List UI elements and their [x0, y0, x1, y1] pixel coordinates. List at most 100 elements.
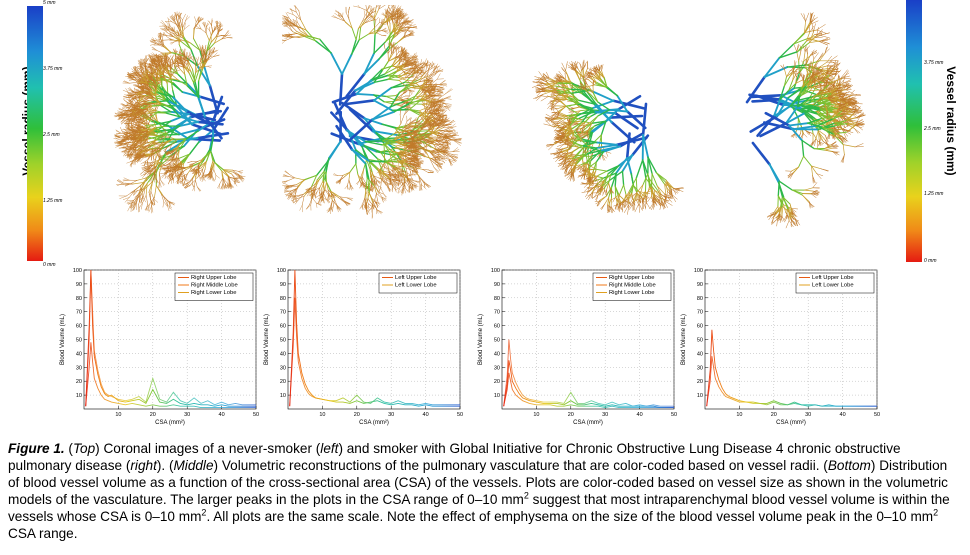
legend-label: Left Lower Lobe — [395, 283, 437, 289]
colorbar-tick: 0 mm — [43, 262, 56, 268]
series-line — [85, 269, 256, 407]
y-tick-label: 40 — [280, 351, 286, 357]
x-tick-label: 10 — [319, 412, 325, 418]
plot-never-smoker-left: 10 20 30 40 50 60 70 80 90 100 10 20 30 40 50 CSA (mm²)… — [264, 268, 463, 426]
colorbar-tick: 1.25 mm — [924, 191, 944, 197]
y-tick-label: 90 — [280, 282, 286, 288]
series-line — [503, 339, 674, 407]
y-tick-label: 60 — [280, 324, 286, 330]
y-tick-label: 80 — [697, 296, 703, 302]
x-tick-label: 10 — [533, 412, 539, 418]
y-tick-label: 10 — [494, 393, 500, 399]
y-tick-label: 60 — [494, 324, 500, 330]
lung-image-never-smoker-left — [282, 5, 463, 219]
figure-caption: Figure 1. (Top) Coronal images of a neve… — [8, 440, 960, 542]
caption-italic: right — [130, 458, 157, 473]
plot-never-smoker-right: 10 20 30 40 50 60 70 80 90 100 10 20 30 40 50 CSA (mm²)… — [60, 268, 259, 426]
y-tick-label: 70 — [494, 310, 500, 316]
y-tick-label: 70 — [76, 310, 82, 316]
x-tick-label: 40 — [840, 412, 846, 418]
y-tick-label: 100 — [694, 268, 703, 274]
colorbar-left — [27, 6, 43, 261]
caption-italic: Top — [72, 441, 96, 456]
legend-label: Right Upper Lobe — [609, 275, 654, 281]
colorbar-right — [906, 0, 922, 262]
plot-smoker-right: 10 20 30 40 50 60 70 80 90 100 10 20 30 40 50 CSA (mm²)… — [478, 268, 677, 426]
caption-text: ( — [64, 441, 73, 456]
series-line — [85, 269, 256, 407]
caption-italic: left — [320, 441, 339, 456]
caption-label: Figure 1. — [8, 441, 65, 456]
legend-label: Right Upper Lobe — [191, 275, 236, 281]
series-line — [503, 372, 674, 409]
y-axis-label: Blood Volume (mL) — [264, 314, 270, 365]
colorbar-tick: 3.75 mm — [43, 66, 63, 72]
y-tick-label: 10 — [280, 393, 286, 399]
lung-image-smoker-right — [531, 59, 684, 215]
y-tick-label: 90 — [494, 282, 500, 288]
x-tick-label: 20 — [354, 412, 360, 418]
y-tick-label: 90 — [76, 282, 82, 288]
legend-label: Left Lower Lobe — [812, 283, 854, 289]
legend-label: Right Lower Lobe — [191, 290, 236, 296]
y-tick-label: 40 — [697, 351, 703, 357]
x-axis-label: CSA (mm²) — [359, 420, 389, 426]
x-axis-label: CSA (mm²) — [776, 420, 806, 426]
y-tick-label: 50 — [280, 338, 286, 344]
y-axis-label: Blood Volume (mL) — [478, 314, 484, 365]
legend-box — [378, 272, 458, 294]
caption-text: . All plots are the same scale. Note the… — [206, 509, 934, 524]
y-tick-label: 50 — [494, 338, 500, 344]
y-tick-label: 30 — [280, 365, 286, 371]
series-line — [85, 342, 256, 409]
caption-italic: Middle — [173, 458, 214, 473]
caption-text: suggest that most intraparenchymal blood… — [8, 492, 950, 524]
x-tick-label: 50 — [457, 412, 463, 418]
y-tick-label: 50 — [697, 338, 703, 344]
x-tick-label: 20 — [568, 412, 574, 418]
x-tick-label: 10 — [736, 412, 742, 418]
caption-italic: Bottom — [827, 458, 871, 473]
y-tick-label: 40 — [76, 351, 82, 357]
caption-text: CSA range. — [8, 526, 78, 541]
y-tick-label: 70 — [697, 310, 703, 316]
y-tick-label: 30 — [697, 365, 703, 371]
y-tick-label: 30 — [494, 365, 500, 371]
y-tick-label: 90 — [697, 282, 703, 288]
series-line — [503, 360, 674, 409]
y-tick-label: 80 — [76, 296, 82, 302]
y-tick-label: 80 — [280, 296, 286, 302]
y-tick-label: 80 — [494, 296, 500, 302]
y-tick-label: 100 — [491, 268, 500, 274]
y-tick-label: 20 — [76, 379, 82, 385]
y-tick-label: 100 — [277, 268, 286, 274]
x-tick-label: 30 — [805, 412, 811, 418]
x-tick-label: 40 — [219, 412, 225, 418]
lung-image-never-smoker-right — [113, 11, 246, 214]
y-tick-label: 60 — [697, 324, 703, 330]
y-tick-label: 70 — [280, 310, 286, 316]
y-tick-label: 20 — [494, 379, 500, 385]
colorbar-title-right: Vessel radius (mm) — [944, 66, 958, 176]
legend-label: Right Lower Lobe — [609, 290, 654, 296]
legend-box — [795, 272, 875, 294]
colorbar-tick: 2.5 mm — [43, 132, 60, 138]
x-tick-label: 50 — [253, 412, 259, 418]
y-tick-label: 10 — [76, 393, 82, 399]
x-tick-label: 40 — [423, 412, 429, 418]
y-tick-label: 20 — [280, 379, 286, 385]
colorbar-tick: 1.25 mm — [43, 198, 63, 204]
x-tick-label: 50 — [874, 412, 880, 418]
x-axis-label: CSA (mm²) — [573, 420, 603, 426]
caption-text: ). ( — [156, 458, 174, 473]
y-axis-label: Blood Volume (mL) — [60, 314, 66, 365]
caption-text: ) Distribution of blood vessel volume as… — [8, 458, 948, 507]
x-tick-label: 10 — [115, 412, 121, 418]
y-tick-label: 10 — [697, 393, 703, 399]
caption-sup: 2 — [523, 490, 529, 501]
legend-box — [592, 272, 672, 301]
x-tick-label: 30 — [388, 412, 394, 418]
y-tick-label: 50 — [76, 338, 82, 344]
legend-label: Right Middle Lobe — [609, 283, 656, 289]
colorbar-tick: 5 mm — [43, 0, 56, 6]
